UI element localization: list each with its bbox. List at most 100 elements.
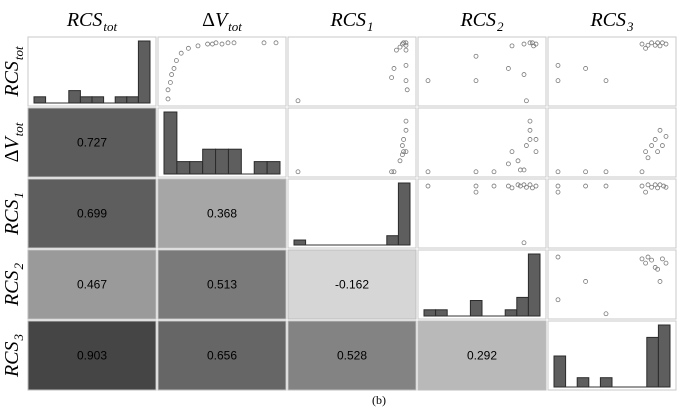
scatter-point xyxy=(533,183,539,189)
scatter-point xyxy=(273,40,279,46)
scatter-point xyxy=(509,43,515,49)
histogram-bar xyxy=(599,377,613,388)
scatter-point xyxy=(649,40,654,46)
correlation-value: 0.727 xyxy=(77,136,107,150)
scatter-point xyxy=(530,185,535,191)
scatter-point xyxy=(473,53,479,59)
scatter-point xyxy=(649,184,654,190)
scatter-point xyxy=(505,183,511,189)
cell-frame xyxy=(547,178,677,249)
correlation-value: -0.162 xyxy=(335,278,369,292)
scatter-point xyxy=(219,41,225,47)
column-headers: RCStot ΔVtot RCS1 RCS2 RCS3 xyxy=(66,9,634,34)
scatter-point xyxy=(643,45,648,51)
header-symbol: V xyxy=(1,135,23,150)
row-headers: RCS tot ΔVtot RCS1 RCS2 RCS3 xyxy=(1,46,26,378)
scatter-point xyxy=(657,127,663,133)
header-subscript: 3 xyxy=(626,19,634,34)
scatter-point xyxy=(639,41,645,47)
correlation-cell xyxy=(157,178,287,249)
histogram-bar xyxy=(202,148,217,175)
cell-frame xyxy=(417,107,547,178)
scatter-point xyxy=(639,256,645,262)
scatter-point xyxy=(657,43,663,49)
histogram-bar xyxy=(527,253,541,317)
scatter-point xyxy=(473,78,479,84)
correlation-value: 0.656 xyxy=(207,349,237,363)
histogram-bar xyxy=(215,148,229,175)
scatter-point xyxy=(645,254,651,260)
scatter-point xyxy=(527,118,533,124)
scatter-point xyxy=(393,47,399,53)
scatter-point xyxy=(660,256,665,262)
scatter-point xyxy=(169,72,175,77)
scatter-point xyxy=(583,279,588,284)
scatter-point xyxy=(403,42,409,48)
scatter-point xyxy=(603,183,609,189)
scatter-point xyxy=(555,169,561,175)
scatter-point xyxy=(185,45,191,51)
header-subscript: tot xyxy=(11,122,26,136)
scatter-point xyxy=(389,169,395,175)
scatter-point xyxy=(295,169,301,175)
row-header-RCS_3: RCS3 xyxy=(1,333,26,378)
header-prefix: Δ xyxy=(1,149,23,162)
scatter-point xyxy=(583,66,588,71)
header-subscript: 3 xyxy=(11,333,26,341)
scatter-point xyxy=(652,182,658,188)
scatter-point xyxy=(505,161,511,167)
correlation-cell xyxy=(27,178,157,249)
scatter-point xyxy=(603,78,609,84)
scatter-point xyxy=(643,149,648,155)
histogram-bar xyxy=(189,161,204,175)
scatter-point xyxy=(655,149,660,155)
scatter-point xyxy=(521,72,527,77)
header-prefix: Δ xyxy=(202,9,215,31)
scatter-point xyxy=(491,169,497,175)
scatter-point xyxy=(399,152,405,158)
scatter-point xyxy=(165,96,171,102)
correlation-value: 0.513 xyxy=(207,278,237,292)
scatter-point xyxy=(515,158,521,164)
scatter-point xyxy=(401,149,407,155)
histogram-bar xyxy=(114,96,128,104)
correlation-value: 0.292 xyxy=(467,349,497,363)
histogram-bar xyxy=(33,96,47,104)
correlation-cell xyxy=(27,320,157,391)
histogram-bar xyxy=(126,96,139,104)
histogram-bar xyxy=(227,148,242,175)
scatter-point xyxy=(521,182,527,188)
scatter-point xyxy=(403,78,409,84)
row-header-RCS_2: RCS2 xyxy=(1,262,26,307)
histogram-bar xyxy=(163,111,178,175)
scatter-point xyxy=(389,75,395,80)
scatter-point xyxy=(527,40,533,46)
histogram-bar xyxy=(397,182,411,246)
correlation-value: 0.528 xyxy=(337,349,367,363)
scatter-point xyxy=(655,266,660,272)
header-subscript: 2 xyxy=(11,262,26,269)
scatter-point xyxy=(515,182,521,188)
scatter-point xyxy=(649,257,654,263)
scatter-point xyxy=(521,41,527,47)
header-subscript: tot xyxy=(11,46,26,60)
column-header-RCS_tot: RCStot xyxy=(66,9,118,34)
scatter-point xyxy=(663,184,669,190)
scatter-point xyxy=(518,167,523,173)
matrix-cells: 0.727 0.699 0.368 0.467 0.513 -0.162 0.903 0.65… xyxy=(27,36,677,391)
scatter-point xyxy=(663,133,669,139)
scatter-point xyxy=(555,78,561,84)
header-symbol: RCS xyxy=(1,270,23,307)
scatter-point xyxy=(663,41,669,47)
scatter-point xyxy=(603,311,609,317)
histogram-bar xyxy=(91,96,105,104)
column-header-RCS_3: RCS3 xyxy=(589,9,634,34)
row-header-RCS_1: RCS1 xyxy=(1,192,26,236)
header-subscript: 2 xyxy=(497,19,504,34)
histogram-bar xyxy=(253,161,268,175)
scatter-point xyxy=(173,58,179,63)
header-subscript: 1 xyxy=(367,19,374,34)
header-subscript: tot xyxy=(103,19,117,34)
scatter-point xyxy=(603,169,609,175)
